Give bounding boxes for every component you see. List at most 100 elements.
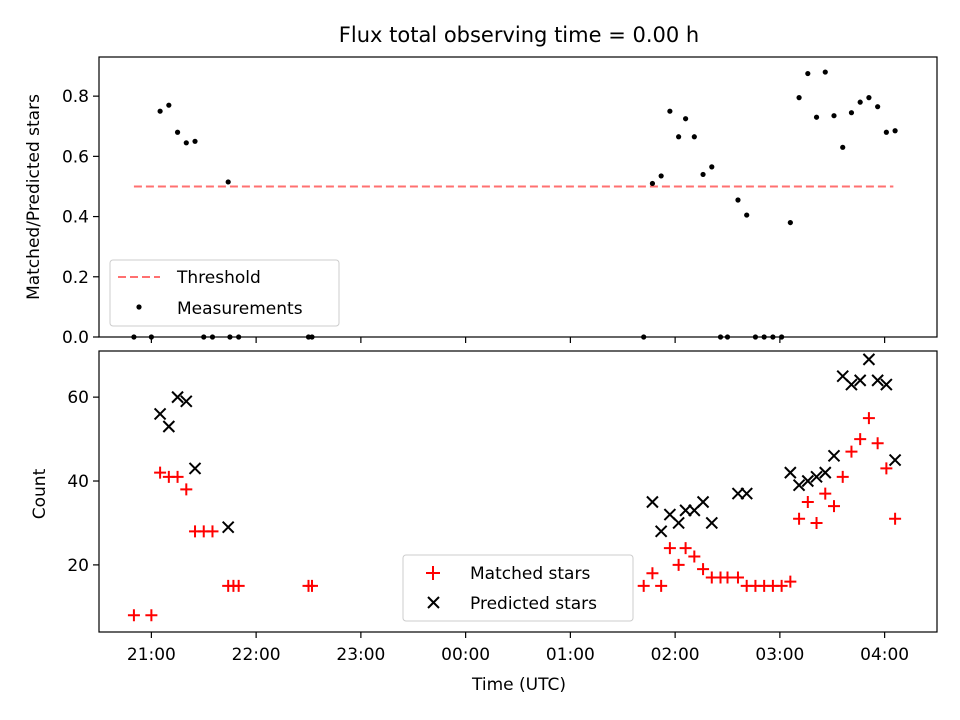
matched-star-point (793, 512, 806, 525)
matched-star-point (672, 558, 685, 571)
predicted-star-point (171, 390, 184, 404)
count-x-tick-label: 02:00 (651, 645, 700, 665)
measurement-point (225, 179, 231, 185)
predicted-star-point (784, 466, 797, 479)
ratio-y-tick-label: 0.8 (62, 87, 89, 107)
matched-star-point (784, 575, 797, 588)
measurements-legend-label: Measurements (177, 299, 303, 319)
count-x-tick-label: 22:00 (232, 645, 281, 665)
predicted-star-point (221, 520, 235, 534)
measurement-point (866, 95, 872, 101)
matched-star-point (655, 579, 668, 592)
predicted-star-point (672, 516, 685, 530)
matched-star-point (836, 470, 849, 483)
x-axis-label: Time (UTC) (471, 675, 566, 695)
predicted-star-point (801, 474, 815, 488)
measurement-point (840, 144, 846, 150)
count-axes-frame (98, 350, 938, 633)
count-x-tick-label: 21:00 (127, 645, 176, 665)
matched-star-point (827, 500, 840, 513)
count-legend-box (402, 554, 634, 622)
measurement-point (691, 134, 697, 140)
predicted-star-point (810, 470, 823, 484)
matched-star-point (206, 525, 219, 538)
matched-star-point (171, 470, 184, 483)
measurement-point (709, 164, 715, 170)
ratio-y-tick-label: 0.2 (62, 268, 89, 288)
predicted-star-point (819, 466, 832, 479)
predicted-star-point (853, 374, 867, 387)
predicted-star-point (880, 378, 893, 391)
predicted-star-point (654, 525, 668, 538)
matched-star-point (880, 462, 893, 475)
measurement-point (683, 116, 689, 122)
matched-star-point (305, 579, 318, 592)
predicted-star-point (180, 395, 193, 408)
matched-star-point (721, 571, 734, 584)
predicted-star-point (162, 420, 176, 433)
ratio-y-tick-label: 0.0 (62, 328, 89, 348)
matched-legend-label: Matched stars (470, 564, 590, 584)
measurement-point (796, 95, 802, 101)
count-x-tick-label: 01:00 (546, 645, 595, 665)
measurement-point (848, 110, 855, 116)
measurement-point (174, 129, 181, 135)
matched-legend-swatch (426, 566, 440, 580)
count-y-ticks: 20 40 60 (67, 388, 99, 576)
predicted-star-point (845, 378, 858, 391)
predicted-star-point (827, 449, 841, 463)
predicted-star-point (871, 374, 884, 387)
measurement-point (744, 212, 750, 218)
ratio-legend: Threshold Measurements (109, 259, 340, 327)
matched-star-point (180, 483, 193, 496)
matched-star-point (871, 437, 884, 450)
predicted-legend-label: Predicted stars (470, 594, 597, 614)
matched-star-point (688, 550, 701, 563)
matched-star-point (810, 516, 823, 529)
matched-star-point (697, 563, 710, 576)
measurement-point (813, 114, 820, 120)
matched-star-point (854, 433, 867, 446)
predicted-star-point (646, 495, 659, 509)
count-y-tick-label: 60 (67, 388, 89, 408)
matched-star-point (819, 487, 832, 500)
predicted-star-point (696, 495, 710, 509)
predicted-star-point (705, 516, 718, 530)
measurement-point (700, 171, 706, 178)
ratio-y-ticks: 0.0 0.2 0.4 0.6 0.8 (62, 87, 99, 348)
matched-star-point (845, 445, 858, 458)
matched-star-point (646, 567, 659, 580)
predicted-star-point (153, 407, 167, 421)
count-legend: Matched stars Predicted stars (402, 554, 634, 622)
matched-star-point (731, 571, 744, 584)
matched-star-point (127, 609, 140, 622)
count-marks (127, 353, 902, 622)
matched-star-point (862, 412, 875, 425)
count-x-tick-label: 23:00 (336, 645, 385, 665)
measurement-point (166, 102, 172, 108)
matched-star-point (145, 609, 158, 622)
predicted-star-point (792, 479, 806, 492)
matched-star-point (775, 579, 788, 592)
ratio-legend-box (109, 259, 340, 327)
measurement-point (658, 173, 664, 179)
predicted-star-point (740, 487, 753, 500)
predicted-star-point (862, 353, 876, 366)
count-y-tick-label: 40 (67, 472, 89, 492)
matched-star-point (637, 579, 650, 592)
ratio-y-axis-label: Matched/Predicted stars (24, 94, 44, 300)
ratio-x-ticks (150, 337, 886, 343)
count-x-tick-label: 03:00 (755, 645, 804, 665)
measurements-legend-swatch (136, 304, 142, 310)
matched-star-point (154, 466, 167, 479)
measurement-point (676, 134, 682, 140)
ratio-y-tick-label: 0.4 (62, 208, 89, 228)
measurement-point (831, 113, 837, 119)
ratio-panel: 0.00.20.40.60.8 Matched/Predicted stars … (24, 56, 938, 348)
predicted-star-point (188, 462, 202, 475)
matched-star-point (663, 542, 676, 555)
ratio-axes-frame (98, 56, 938, 338)
count-y-tick-label: 20 (67, 556, 89, 576)
measurement-point (892, 128, 898, 134)
